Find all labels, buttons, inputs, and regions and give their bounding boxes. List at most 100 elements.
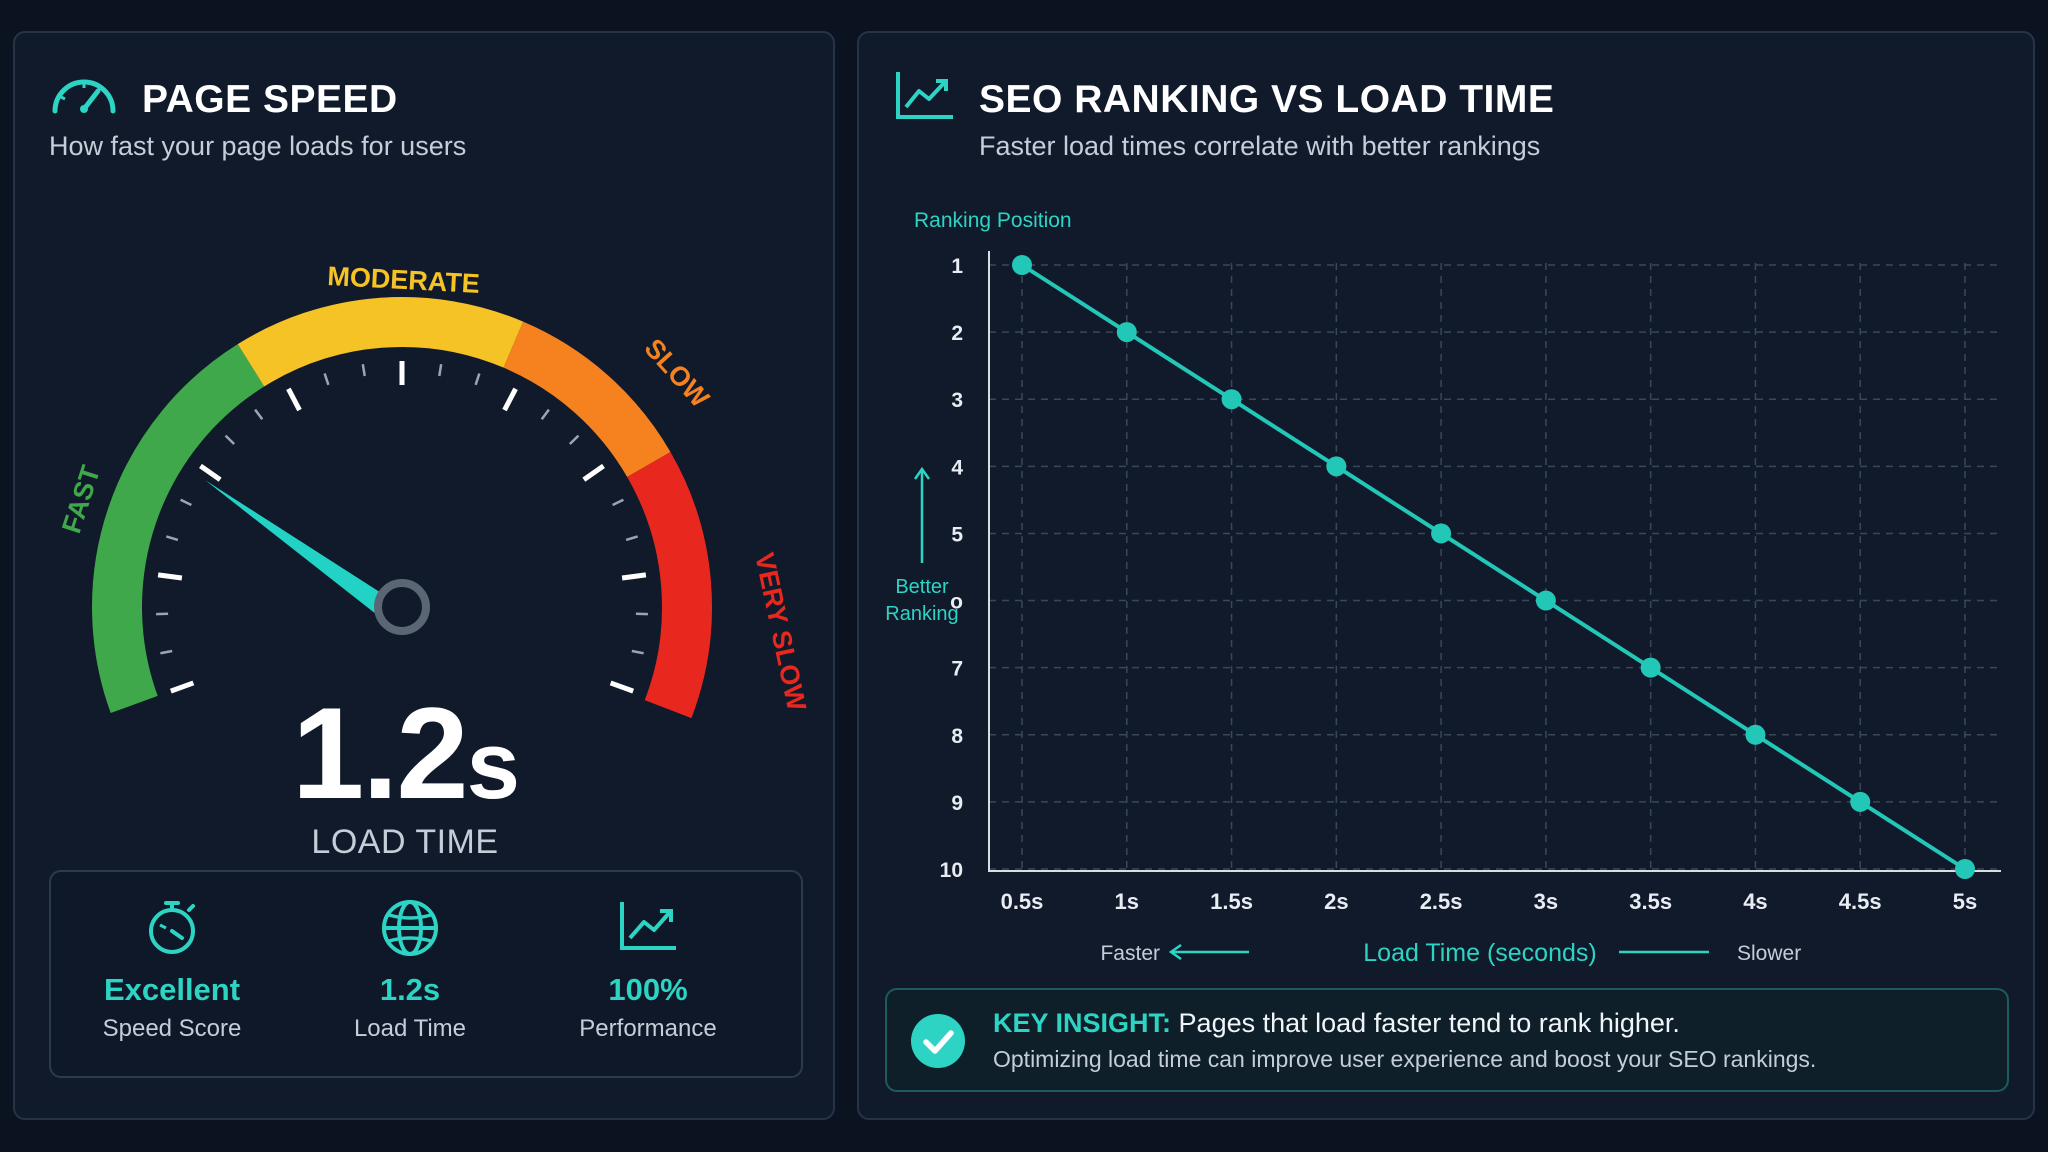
chart-grid [989, 263, 1999, 870]
chart-axes [988, 251, 2001, 872]
stat-speed-score: Excellent Speed Score [52, 872, 292, 1076]
stopwatch-icon [149, 901, 195, 954]
x-tick-label: 3.5s [1629, 889, 1672, 914]
insight-headline-text: Pages that load faster tend to rank high… [1178, 1008, 1680, 1038]
x-tick-labels: 0.5s 1s 1.5s 2s 2.5s 3s 3.5s 4s 4.5s 5s [1001, 889, 1978, 914]
x-tick-label: 4.5s [1839, 889, 1882, 914]
y-axis-label: Ranking Position [914, 209, 1072, 232]
y-tick-label: 2 [951, 322, 963, 345]
gauge-tick [199, 463, 222, 482]
load-time-label: LOAD TIME [311, 823, 499, 861]
stat-performance: 100% Performance [528, 872, 768, 1076]
speed-stats: Excellent Speed Score 1.2s Load Time 100… [49, 870, 803, 1078]
x-tick-label: 3s [1534, 889, 1558, 914]
gauge-hub [374, 579, 430, 635]
stat-load-time: 1.2s Load Time [290, 872, 530, 1076]
gauge-tick [254, 408, 264, 421]
insight-key-label: KEY INSIGHT: [993, 1008, 1172, 1038]
x-axis-arrow [1168, 943, 1709, 961]
gauge-tick [540, 408, 550, 421]
data-point [1012, 255, 1032, 275]
gauge-tick [157, 572, 183, 581]
x-tick-label: 1.5s [1210, 889, 1253, 914]
x-note-faster: Faster [1100, 942, 1160, 965]
stat-label: Speed Score [102, 1015, 242, 1042]
gauge-label-moderate: MODERATE [327, 261, 481, 299]
data-point [1745, 724, 1766, 745]
x-axis-label: Load Time (seconds) [1363, 939, 1596, 967]
y-tick-labels: 1 2 3 4 5 o 7 8 9 10 [940, 255, 964, 882]
data-point [1955, 859, 1975, 879]
x-tick-label: 4s [1743, 889, 1767, 914]
speedometer-icon [52, 79, 116, 114]
data-point [1850, 791, 1871, 812]
x-tick-label: 5s [1953, 889, 1977, 914]
load-time-unit: s [466, 712, 520, 819]
ranking-chart: 1 2 3 4 5 o 7 8 9 10 0.5s 1s 1.5s 2s 2.5s 3s 3.5s 4s 4.5s… [885, 209, 2001, 967]
stat-value: 1.2s [379, 972, 441, 1007]
gauge-tick [568, 434, 580, 445]
gauge-segment-very-slow [627, 452, 712, 719]
x-tick-label: 2.5s [1420, 889, 1463, 914]
y-tick-label: 9 [951, 792, 963, 815]
gauge-tick [582, 463, 605, 482]
gauge-tick [621, 572, 647, 581]
data-point [1326, 456, 1347, 477]
y-tick-label: 7 [951, 658, 963, 681]
data-point [1640, 657, 1661, 678]
gauge-needle [205, 480, 420, 633]
line-chart-icon [896, 72, 953, 119]
speed-gauge: FAST MODERATE SLOW VERY SLOW [56, 261, 812, 719]
y-tick-label: 1 [951, 255, 963, 278]
gauge-segment-fast [92, 344, 265, 714]
data-point [1221, 389, 1242, 410]
gauge-tick [323, 373, 330, 386]
gauge-tick [165, 535, 179, 542]
seo-ranking-panel: SEO RANKING VS LOAD TIME Faster load tim… [857, 31, 2035, 1120]
y-tick-label: 4 [951, 456, 963, 479]
gauge-tick [361, 363, 366, 377]
gauge-tick [502, 387, 518, 412]
gauge-tick [286, 387, 302, 412]
insight-headline: KEY INSIGHT: Pages that load faster tend… [993, 1008, 1680, 1039]
gauge-tick [609, 680, 635, 694]
gauge-segment-moderate [237, 297, 524, 387]
gauge-tick [474, 373, 481, 386]
globe-icon [382, 900, 438, 956]
better-ranking-annotation: Better Ranking [885, 466, 959, 625]
trend-up-icon [620, 902, 676, 950]
stat-value: Excellent [103, 972, 241, 1007]
key-insight-box: KEY INSIGHT: Pages that load faster tend… [885, 988, 2009, 1092]
page-speed-title: PAGE SPEED [142, 78, 398, 121]
data-point [1535, 590, 1556, 611]
y-tick-label: 5 [951, 523, 963, 546]
y-tick-label: 3 [951, 389, 963, 412]
y-tick-label: o [950, 591, 963, 614]
gauge-label-slow: SLOW [639, 333, 716, 414]
gauge-label-fast: FAST [56, 461, 106, 536]
check-circle-icon [911, 1014, 965, 1068]
seo-subtitle: Faster load times correlate with better … [979, 131, 1541, 161]
gauge-tick [612, 498, 624, 507]
gauge-tick [180, 498, 192, 507]
x-note-slower: Slower [1737, 942, 1801, 965]
seo-title: SEO RANKING VS LOAD TIME [979, 78, 1555, 121]
gauge-tick [625, 535, 639, 542]
gauge-tick [160, 649, 173, 655]
data-point [1431, 523, 1452, 544]
ranking-series [1012, 255, 1975, 879]
gauge-segment-slow [503, 321, 671, 478]
data-point [1116, 322, 1137, 343]
x-tick-label: 0.5s [1001, 889, 1044, 914]
y-tick-label: 8 [951, 725, 963, 748]
page-speed-subtitle: How fast your page loads for users [49, 131, 467, 161]
stat-label: Load Time [353, 1015, 467, 1042]
gauge-tick [169, 680, 195, 694]
gauge-tick [224, 434, 236, 445]
y-tick-label: 10 [940, 859, 963, 882]
x-tick-label: 2s [1324, 889, 1348, 914]
insight-detail: Optimizing load time can improve user ex… [993, 1046, 1817, 1072]
stat-value: 100% [608, 972, 688, 1007]
gauge-tick [438, 363, 443, 377]
